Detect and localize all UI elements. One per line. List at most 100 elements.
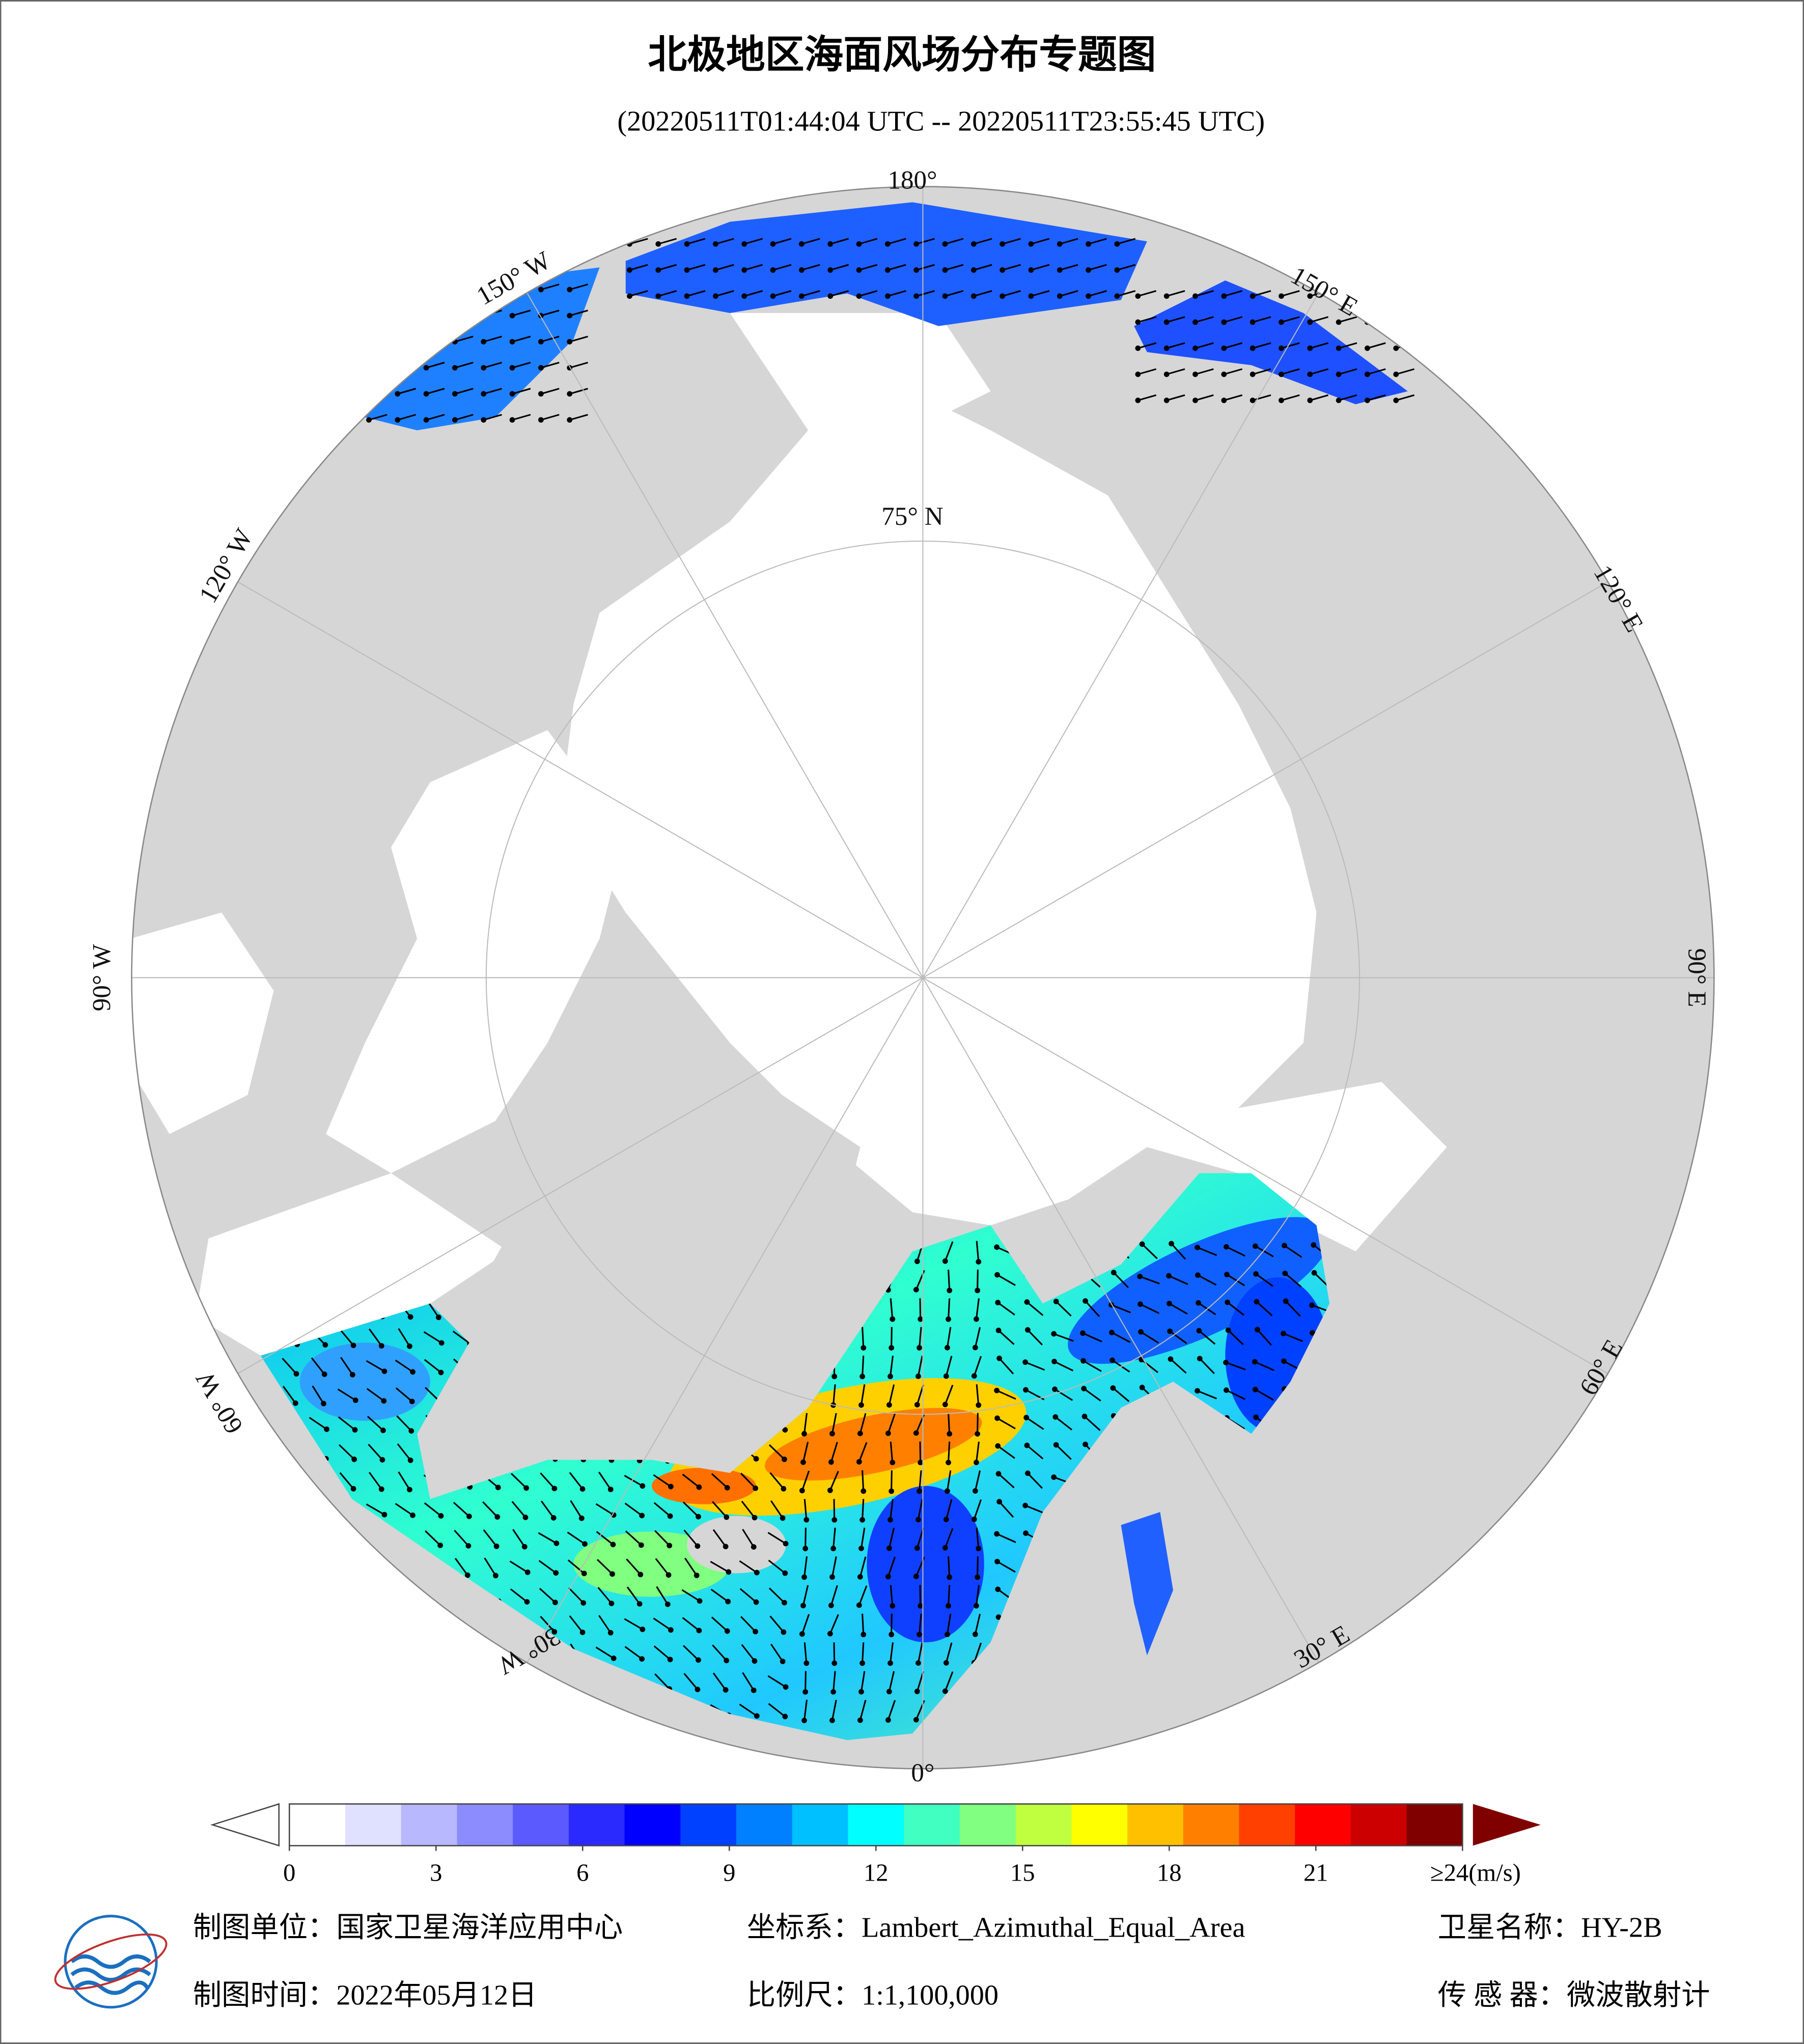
arrow [682,1473,700,1488]
arrow-head [945,1632,950,1637]
arrow [683,1529,699,1547]
arrow-head [889,1345,895,1351]
footer-field: 制图单位：国家卫星海洋应用中心 [193,1912,623,1944]
arrow-head [831,1660,838,1666]
arrow-head [713,241,718,247]
arrow [1195,394,1214,401]
arrow [1252,342,1271,349]
arrow [772,264,792,271]
arrow-head [830,1546,836,1552]
arrow-head [668,1627,674,1633]
arrow-head [481,339,487,345]
arrow [801,1470,810,1491]
arrow [768,1587,785,1604]
arrow-head [1052,1386,1058,1392]
arrow [540,1472,556,1489]
arrow-head [1022,1502,1029,1508]
arrow [570,1500,582,1519]
arrow-head [608,1601,615,1606]
arrow-head [684,267,690,273]
arrow [802,1441,809,1463]
arrow [653,1474,672,1488]
arrow [889,1499,894,1520]
arrow-head [378,1486,384,1492]
arrow-head [1336,398,1342,403]
arrow [742,1672,755,1691]
arrow [1224,394,1243,401]
arrow [973,1356,982,1377]
arrow [711,1473,728,1489]
arrow [681,1589,700,1602]
arrow-head [974,1603,979,1609]
colorbar: 0 3 6 9 12 15 18 21 ≥24(m/s) [210,1803,1541,1887]
arrow [1166,316,1185,323]
arrow-head [667,1657,673,1663]
colorbar-tick-label: 21 [1303,1859,1328,1887]
arrow [653,1617,672,1631]
arrow-head [754,1713,760,1719]
arrow-head [1224,1272,1230,1277]
arrow-head [943,1373,949,1379]
arrow [282,1358,297,1375]
arrow [426,361,445,369]
arrow-head [1197,1356,1203,1361]
arrow [830,238,849,245]
arrow-head [352,1397,358,1403]
arrow [862,1355,865,1377]
arrow-head [379,1457,385,1463]
arrow [1002,238,1021,245]
arrow [1195,368,1214,375]
arrow [538,1560,557,1574]
arrow-head [913,1286,919,1293]
arrow [629,238,648,245]
arrow [1112,1359,1130,1373]
colorbar-cell [904,1804,961,1846]
arrow [1085,1300,1100,1317]
arrow [1195,290,1214,297]
arrow-head [885,1574,891,1580]
arrow-head [1250,398,1256,403]
arrow [858,290,878,297]
arrow [1338,368,1357,375]
arrow [1257,1329,1272,1346]
arrow [598,1615,612,1634]
arrow [569,310,588,317]
arrow [919,1298,922,1320]
arrow-head [947,1287,953,1294]
arrow-head [913,1717,919,1723]
arrow [1284,1273,1302,1287]
arrow [975,1585,980,1606]
arrow-head [640,1627,646,1632]
arrow-head [292,1400,298,1406]
arrow-head [407,1343,412,1349]
arrow-head [741,267,747,273]
arrow-head [452,417,458,423]
arrow [944,1671,954,1692]
channels [325,730,626,1173]
arrow-head [1221,398,1227,403]
arrow [455,335,474,343]
arrow [1367,394,1386,401]
arrow-head [861,1488,867,1494]
arrow-head [684,241,690,247]
arrow-head [890,1460,896,1466]
arrow-head [861,1345,867,1351]
arrow [1053,1333,1074,1342]
arrow [483,335,503,343]
arrow [996,1560,1016,1573]
arrow-head [509,313,515,319]
arrow [769,1472,785,1490]
arrow-head [637,1572,644,1578]
colorbar-cell [345,1804,402,1846]
arrow [1226,1274,1245,1286]
arrow [568,1587,584,1604]
arrow-head [464,1572,470,1578]
arrow-head [1028,241,1034,247]
arrow-head [627,267,632,273]
arrow [1031,238,1050,245]
arrow [629,264,648,271]
colorbar-cell [624,1804,681,1846]
arrow [598,1471,612,1490]
arrow-head [1279,398,1284,403]
arrow [973,238,992,245]
